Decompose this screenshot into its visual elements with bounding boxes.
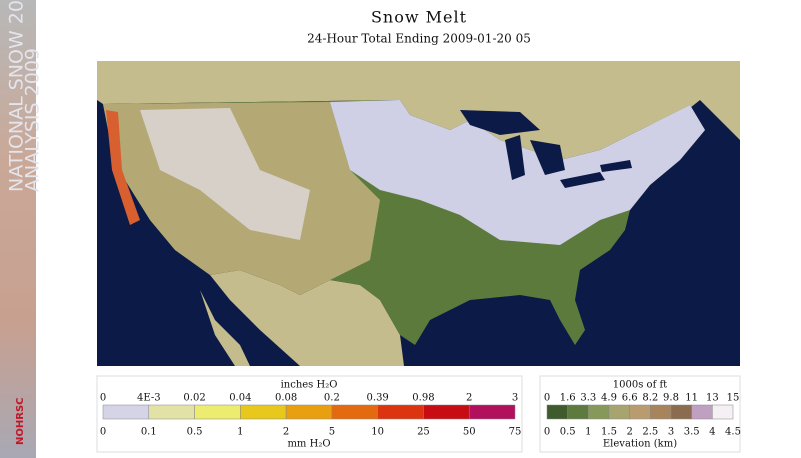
legend-label: 0 <box>544 393 550 404</box>
legend-label: 2 <box>283 427 289 438</box>
lake <box>460 110 540 135</box>
lake <box>505 135 525 180</box>
legend-label: 0 <box>544 427 550 438</box>
west-snow <box>140 108 310 240</box>
lake <box>530 140 565 175</box>
legend-label: 0.08 <box>275 393 297 404</box>
legend-swatch <box>285 404 333 420</box>
legend-label: 4.5 <box>725 427 741 438</box>
legend-swatch <box>608 404 630 420</box>
legend-label: 0.1 <box>141 427 157 438</box>
legend-swatch <box>423 404 470 420</box>
legend-swatch <box>468 404 516 420</box>
legend-label: 1.5 <box>601 427 617 438</box>
legend-box <box>539 375 741 453</box>
legend-label: 3.5 <box>684 427 700 438</box>
legend-label: 4E-3 <box>137 393 161 404</box>
legend-swatch <box>588 404 610 420</box>
legend-label: 3.3 <box>580 393 596 404</box>
legend-label: 0.5 <box>560 427 576 438</box>
legend-label: 1 <box>585 427 591 438</box>
canada <box>97 61 740 160</box>
legend-label: 0 <box>100 393 106 404</box>
legend-label: 15 <box>727 393 740 404</box>
coast-melt <box>106 110 140 225</box>
legend-label: 1.6 <box>560 393 576 404</box>
logo: NOHRSC <box>15 398 26 445</box>
legend-label: 0.39 <box>367 393 389 404</box>
legend-label: 0.02 <box>183 393 205 404</box>
legend-label: 2.5 <box>642 427 658 438</box>
legend-label: 1 <box>237 427 243 438</box>
legend-swatch <box>194 404 241 420</box>
legend-label: 25 <box>417 427 430 438</box>
legend-swatch <box>567 404 589 420</box>
legend-label: 5 <box>329 427 335 438</box>
legend-label: 10 <box>371 427 384 438</box>
legend-label: 3 <box>512 393 518 404</box>
legend-label: 4 <box>709 427 715 438</box>
legend-label: 3 <box>668 427 674 438</box>
map <box>97 61 740 366</box>
legend-label: 0.5 <box>187 427 203 438</box>
legend-title: inches H₂O <box>281 380 338 391</box>
sidebar-line: ANALYSIS 2009 <box>22 48 44 192</box>
legend-title: Elevation (km) <box>603 439 677 450</box>
legend-label: 0.04 <box>229 393 251 404</box>
legend-swatch <box>240 404 287 420</box>
legend-label: 13 <box>706 393 719 404</box>
legend-label: 2 <box>466 393 472 404</box>
legend-label: 0 <box>100 427 106 438</box>
legend-swatch <box>546 404 568 420</box>
baja <box>200 290 250 366</box>
lake <box>600 160 632 172</box>
legend-swatch <box>712 404 734 420</box>
legend-title: 1000s of ft <box>613 380 667 391</box>
lake <box>560 172 605 188</box>
legend-swatch <box>148 404 195 420</box>
legend-title: mm H₂O <box>287 439 330 450</box>
legend-box <box>96 375 523 453</box>
legend-swatch <box>670 404 692 420</box>
legend-swatch <box>331 404 378 420</box>
legend-label: 2 <box>626 427 632 438</box>
legend-label: 9.8 <box>663 393 679 404</box>
sidebar <box>0 0 36 458</box>
title: Snow Melt <box>371 8 467 27</box>
sidebar-line: NATIONAL SNOW 2008- <box>6 0 28 192</box>
legend-label: 0.98 <box>412 393 434 404</box>
legend-label: 0.2 <box>324 393 340 404</box>
legend-label: 4.9 <box>601 393 617 404</box>
subtitle: 24-Hour Total Ending 2009-01-20 05 <box>307 32 531 46</box>
legend-label: 8.2 <box>642 393 658 404</box>
legend-swatch <box>102 404 150 420</box>
legend-swatch <box>629 404 651 420</box>
legend-label: 75 <box>509 427 522 438</box>
legend-swatch <box>650 404 672 420</box>
legend-swatch <box>691 404 713 420</box>
legend-label: 6.6 <box>622 393 638 404</box>
legend-swatch <box>377 404 424 420</box>
legend-label: 50 <box>463 427 476 438</box>
legend-label: 11 <box>685 393 698 404</box>
mexico <box>210 270 404 366</box>
